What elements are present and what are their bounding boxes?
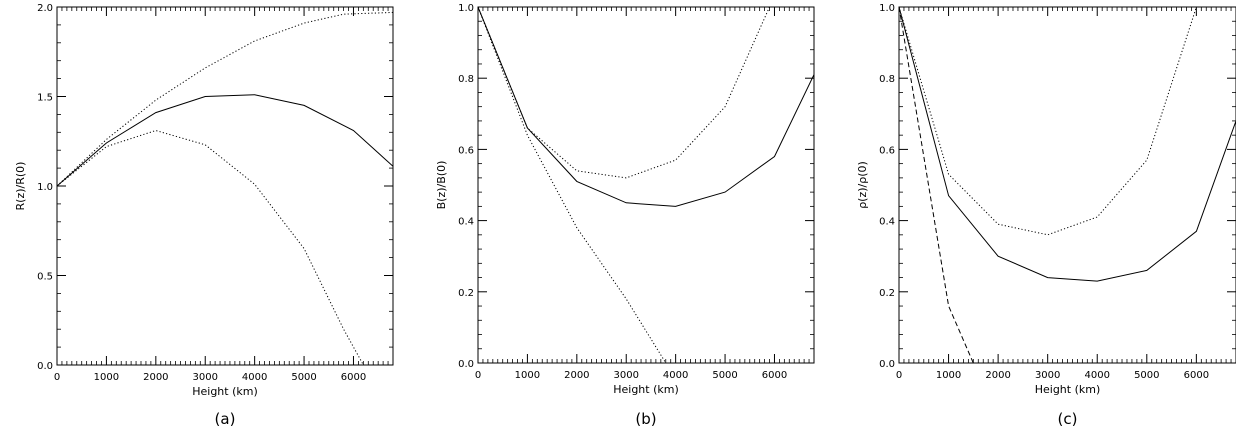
y-tick-label: 0.0 xyxy=(879,359,895,370)
x-tick-label: 1000 xyxy=(936,370,961,381)
series-line-solid-1 xyxy=(478,7,814,207)
series-line-dotted-2 xyxy=(478,7,770,179)
series-line-dotted-2 xyxy=(899,7,1197,236)
x-tick-label: 3000 xyxy=(614,370,639,381)
x-tick-label: 4000 xyxy=(242,372,267,383)
y-tick-label: 0.2 xyxy=(879,288,895,299)
series-line-dotted-3 xyxy=(478,7,667,363)
x-tick-label: 0 xyxy=(475,370,481,381)
series-line-solid-1 xyxy=(899,7,1236,282)
x-tick-label: 4000 xyxy=(1085,370,1110,381)
x-tick-label: 5000 xyxy=(291,372,316,383)
x-tick-label: 6000 xyxy=(762,370,787,381)
plot-frame xyxy=(898,6,1236,364)
x-axis-label: Height (km) xyxy=(613,383,679,396)
y-tick-label: 0.0 xyxy=(458,359,474,370)
x-tick-label: 0 xyxy=(54,372,60,383)
panel-3: 0 1000 2000 3000 4000 5000 6000 0.0 0.2 0.4 0.6 0.8… xyxy=(856,3,1236,428)
x-tick-label: 2000 xyxy=(143,372,168,383)
y-tick-label: 0.8 xyxy=(458,74,474,85)
y-tick-label: 2.0 xyxy=(37,3,53,14)
x-tick-label: 3000 xyxy=(193,372,218,383)
x-tick-label: 1000 xyxy=(94,372,119,383)
series-line-dotted-3 xyxy=(57,129,364,365)
panel-caption: (b) xyxy=(635,410,656,428)
x-tick-label: 4000 xyxy=(663,370,688,381)
y-axis-label: ρ(z)/ρ(0) xyxy=(856,161,869,209)
x-tick-label: 3000 xyxy=(1035,370,1060,381)
x-tick-label: 6000 xyxy=(341,372,366,383)
x-tick-label: 2000 xyxy=(985,370,1010,381)
y-tick-label: 0.0 xyxy=(37,361,53,372)
x-tick-label: 5000 xyxy=(712,370,737,381)
panel-caption: (a) xyxy=(215,410,236,428)
x-tick-label: 5000 xyxy=(1134,370,1159,381)
x-tick-label: 1000 xyxy=(515,370,540,381)
series-line-solid-1 xyxy=(57,94,393,187)
y-tick-label: 1.5 xyxy=(37,93,53,104)
y-tick-label: 0.8 xyxy=(879,74,895,85)
plot-frame xyxy=(477,6,815,364)
y-tick-label: 0.5 xyxy=(37,272,53,283)
plot-frame xyxy=(56,6,394,366)
y-tick-label: 0.6 xyxy=(458,145,474,156)
panel-caption: (c) xyxy=(1058,410,1078,428)
x-tick-label: 6000 xyxy=(1184,370,1209,381)
y-tick-label: 1.0 xyxy=(37,182,53,193)
y-tick-label: 1.0 xyxy=(458,3,474,14)
x-tick-label: 0 xyxy=(896,370,902,381)
y-tick-label: 0.6 xyxy=(879,145,895,156)
y-tick-label: 1.0 xyxy=(879,3,895,14)
y-tick-label: 0.2 xyxy=(458,288,474,299)
series-line-dotted-2 xyxy=(57,11,393,187)
panel-1: 0 1000 2000 3000 4000 5000 6000 0.0 0.5 1.0 1.5 2.0… xyxy=(14,3,394,428)
y-axis-label: R(z)/R(0) xyxy=(14,162,27,211)
panel-2: 0 1000 2000 3000 4000 5000 6000 0.0 0.2 0.4 0.6 0.8… xyxy=(435,3,815,428)
x-axis-label: Height (km) xyxy=(1035,383,1101,396)
y-tick-label: 0.4 xyxy=(458,217,474,228)
y-tick-label: 0.4 xyxy=(879,217,895,228)
x-tick-label: 2000 xyxy=(564,370,589,381)
series-line-dashed-3 xyxy=(899,7,974,363)
y-axis-label: B(z)/B(0) xyxy=(435,161,448,210)
x-axis-label: Height (km) xyxy=(192,385,258,398)
